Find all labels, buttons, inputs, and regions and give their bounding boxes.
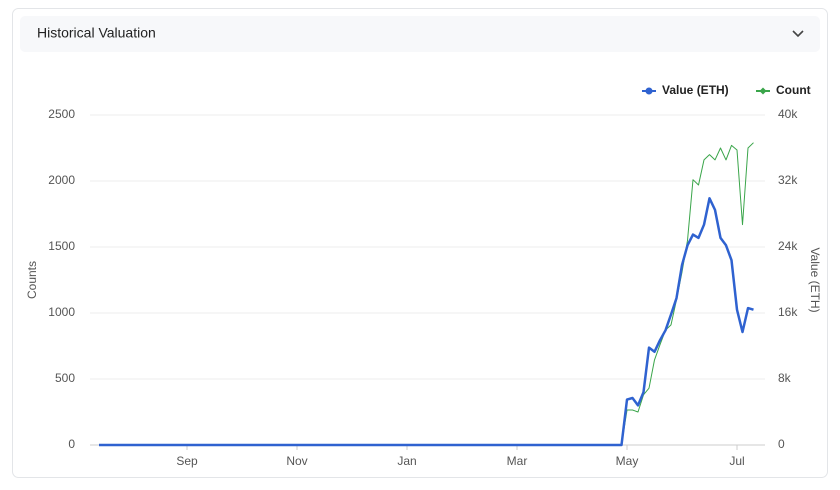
x-tick-label: Sep (176, 454, 198, 468)
legend-label: Value (ETH) (662, 83, 729, 97)
y2-tick-label: 40k (778, 107, 798, 121)
legend-label: Count (776, 83, 811, 97)
card-border (12, 8, 828, 478)
y-tick-label: 2500 (48, 107, 75, 121)
y-tick-label: 0 (68, 437, 75, 451)
legend-marker (645, 87, 653, 95)
chart-title: Historical Valuation (37, 25, 156, 41)
collapse-chevron[interactable] (792, 30, 804, 38)
y2-tick-label: 24k (778, 239, 798, 253)
card-header[interactable] (20, 16, 820, 52)
x-tick-label: Nov (286, 454, 307, 468)
y2-tick-label: 32k (778, 173, 798, 187)
y2-axis-title: Value (ETH) (808, 247, 822, 312)
y2-tick-label: 8k (778, 371, 792, 385)
y-tick-label: 500 (55, 371, 75, 385)
series-line (99, 197, 754, 447)
x-tick-label: Mar (507, 454, 528, 468)
x-tick-label: Jul (729, 454, 744, 468)
y2-tick-label: 0 (778, 437, 785, 451)
x-tick-label: May (616, 454, 639, 468)
y-tick-label: 2000 (48, 173, 75, 187)
x-tick-label: Jan (397, 454, 416, 468)
y2-tick-label: 16k (778, 305, 798, 319)
y-tick-label: 1500 (48, 239, 75, 253)
y-tick-label: 1000 (48, 305, 75, 319)
legend-marker (759, 87, 767, 95)
y-axis-title: Counts (25, 261, 39, 299)
